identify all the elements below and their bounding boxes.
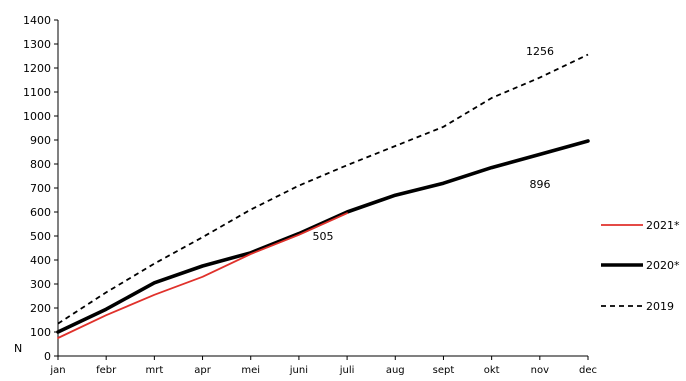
y-tick-label: 0 [44, 350, 51, 363]
legend-label: 2020* [646, 259, 680, 272]
y-tick-label: 800 [30, 158, 51, 171]
x-tick-label: juni [289, 365, 308, 376]
y-tick-label: 100 [30, 326, 51, 339]
y-tick-label: 300 [30, 278, 51, 291]
annotation-layer: 1256 896 505 [313, 45, 555, 243]
data-annotation: 896 [530, 178, 551, 191]
y-tick-label: 500 [30, 230, 51, 243]
y-tick-label: 400 [30, 254, 51, 267]
series-line-2021 [57, 212, 348, 339]
y-tick-label: 1300 [23, 38, 51, 51]
x-tick-label: apr [194, 365, 211, 376]
x-tick-label: juli [339, 365, 355, 376]
y-tick-label: 1400 [23, 14, 51, 27]
x-tick-label: sept [433, 365, 455, 376]
y-tick-label: 200 [30, 302, 51, 315]
legend-label: 2019 [646, 300, 674, 313]
y-tick-label: 1000 [23, 110, 51, 123]
x-tick-label: okt [484, 365, 500, 376]
legend-label: 2021* [646, 219, 680, 232]
legend: 2021* 2020* 2019 [601, 219, 680, 313]
data-annotation: 1256 [526, 45, 554, 58]
y-axis-label: N [14, 342, 22, 355]
series-layer [56, 53, 590, 339]
series-line-2019 [57, 53, 589, 325]
y-axis-ticks: 0 100 200 300 400 500 600 700 800 900 1000 1100 1200… [23, 14, 58, 363]
x-tick-label: mei [241, 365, 260, 376]
y-tick-label: 1100 [23, 86, 51, 99]
data-annotation: 505 [313, 230, 334, 243]
x-tick-label: mrt [145, 365, 163, 376]
x-axis-ticks: jan febr mrt apr mei juni juli aug sept okt nov dec [49, 356, 597, 376]
series-line-2020 [56, 139, 590, 334]
y-tick-label: 900 [30, 134, 51, 147]
y-tick-label: 700 [30, 182, 51, 195]
y-tick-label: 1200 [23, 62, 51, 75]
y-tick-label: 600 [30, 206, 51, 219]
x-tick-label: nov [531, 365, 549, 376]
x-tick-label: febr [96, 365, 117, 376]
x-tick-label: jan [49, 365, 65, 376]
x-tick-label: aug [386, 365, 405, 376]
x-tick-label: dec [579, 365, 597, 376]
